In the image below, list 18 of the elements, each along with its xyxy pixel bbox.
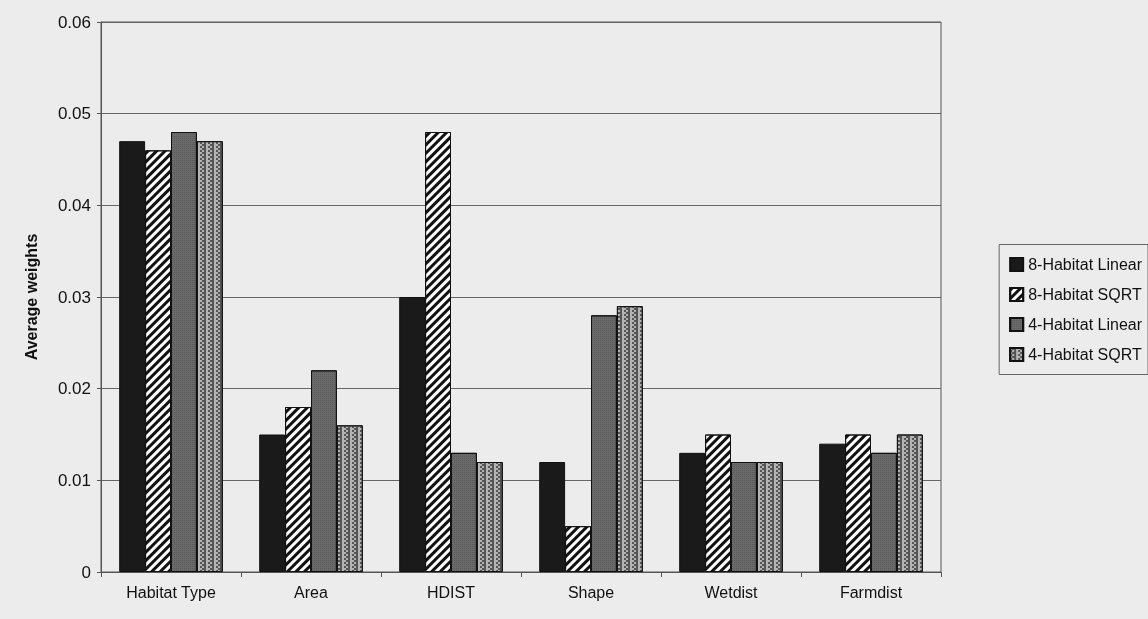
y-tick-label: 0.06 bbox=[57, 12, 91, 32]
y-tick-label: 0.02 bbox=[57, 379, 91, 399]
y-tick-label: 0 bbox=[81, 562, 91, 582]
x-tick-label: Habitat Type bbox=[126, 583, 216, 601]
x-tick-label: Area bbox=[294, 583, 328, 601]
legend-label: 4-Habitat SQRT bbox=[1028, 346, 1142, 363]
y-tick-label: 0.05 bbox=[57, 104, 91, 124]
x-tick-label: HDIST bbox=[427, 583, 476, 601]
y-tick-label: 0.04 bbox=[57, 195, 91, 215]
legend-label: 8-Habitat SQRT bbox=[1028, 286, 1142, 303]
legend-label: 4-Habitat Linear bbox=[1028, 316, 1143, 333]
x-tick-label: Shape bbox=[567, 583, 615, 601]
legend-label: 8-Habitat Linear bbox=[1028, 256, 1143, 273]
x-tick-label: Farmdist bbox=[839, 583, 903, 601]
y-tick-label: 0.01 bbox=[57, 470, 91, 490]
y-axis-title: Average weights bbox=[22, 233, 40, 361]
x-tick-label: Wetdist bbox=[704, 583, 759, 601]
y-tick-label: 0.03 bbox=[57, 287, 91, 307]
